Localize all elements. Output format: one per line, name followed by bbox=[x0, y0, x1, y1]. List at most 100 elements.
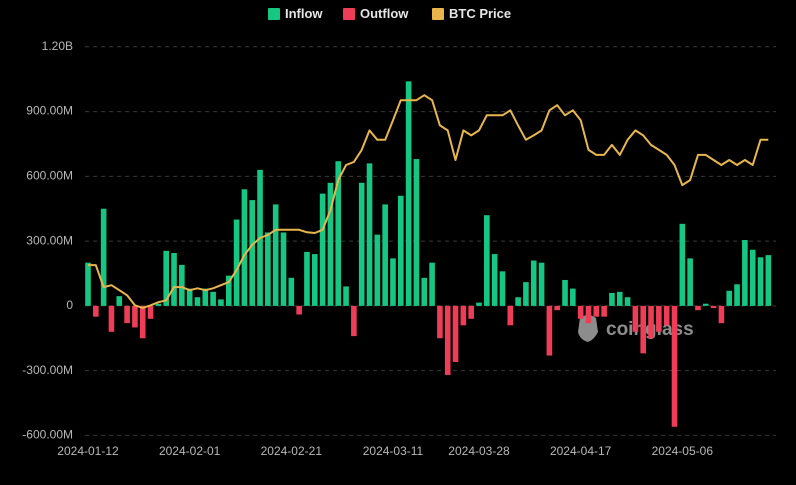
bar bbox=[695, 305, 701, 311]
bar bbox=[272, 204, 279, 306]
bar bbox=[601, 305, 607, 317]
bar bbox=[757, 257, 764, 306]
y-tick-label: -300.00M bbox=[22, 363, 73, 377]
bar bbox=[499, 271, 506, 306]
y-tick-label: 600.00M bbox=[26, 169, 73, 183]
bar bbox=[484, 215, 490, 306]
bar bbox=[491, 254, 498, 306]
bar bbox=[640, 305, 647, 354]
bar bbox=[538, 262, 545, 306]
bar bbox=[124, 305, 130, 324]
legend-label: Inflow bbox=[285, 6, 323, 21]
bar bbox=[93, 305, 99, 317]
bar bbox=[624, 297, 631, 306]
bar bbox=[374, 234, 381, 306]
x-tick-label: 2024-03-11 bbox=[363, 444, 424, 458]
legend-label: Outflow bbox=[360, 6, 409, 21]
bar bbox=[429, 262, 435, 306]
bar bbox=[585, 305, 592, 324]
bar bbox=[327, 182, 334, 306]
bar bbox=[726, 290, 733, 306]
bar bbox=[570, 288, 576, 306]
y-tick-label: 900.00M bbox=[26, 104, 73, 118]
legend-swatch bbox=[343, 8, 355, 20]
bar bbox=[343, 286, 349, 306]
bar bbox=[335, 161, 342, 306]
bar bbox=[648, 305, 654, 339]
watermark-icon bbox=[578, 315, 598, 342]
bar bbox=[194, 297, 201, 306]
bar bbox=[358, 182, 365, 306]
bar bbox=[233, 219, 240, 306]
price-line bbox=[88, 94, 769, 309]
bar bbox=[671, 305, 678, 427]
x-tick-label: 2024-04-17 bbox=[550, 444, 612, 458]
bar bbox=[179, 264, 185, 306]
bar bbox=[249, 200, 256, 306]
bar bbox=[632, 305, 639, 332]
bar bbox=[155, 303, 162, 306]
bar bbox=[530, 260, 537, 306]
bar bbox=[139, 305, 146, 339]
bar bbox=[679, 223, 686, 306]
bar bbox=[186, 288, 193, 306]
legend-swatch bbox=[432, 8, 444, 20]
bar bbox=[593, 305, 600, 317]
x-tick-label: 2024-03-28 bbox=[448, 444, 510, 458]
bar bbox=[444, 305, 451, 375]
bar bbox=[687, 258, 693, 306]
bar bbox=[405, 81, 412, 306]
bar bbox=[202, 288, 209, 306]
bar bbox=[702, 303, 709, 306]
bar bbox=[749, 249, 756, 306]
bar bbox=[437, 305, 443, 339]
y-tick-label: 300.00M bbox=[26, 233, 73, 247]
x-tick-label: 2024-05-06 bbox=[652, 444, 714, 458]
x-tick-label: 2024-02-01 bbox=[159, 444, 221, 458]
bar bbox=[163, 250, 169, 306]
bar bbox=[296, 305, 302, 315]
bar bbox=[523, 282, 529, 306]
bar bbox=[382, 204, 388, 306]
bar bbox=[311, 254, 318, 306]
bar bbox=[147, 305, 154, 319]
bar bbox=[616, 291, 623, 306]
bar bbox=[718, 305, 725, 324]
bar bbox=[280, 232, 287, 306]
bar bbox=[319, 193, 326, 306]
bar bbox=[452, 305, 459, 363]
bar bbox=[577, 305, 584, 319]
bar bbox=[656, 305, 662, 332]
bar bbox=[304, 251, 310, 306]
bar bbox=[390, 258, 396, 306]
bar bbox=[132, 305, 138, 328]
bar bbox=[241, 189, 248, 306]
bar bbox=[398, 195, 404, 306]
bar bbox=[710, 305, 717, 309]
y-tick-label: 0 bbox=[66, 298, 73, 312]
bar bbox=[210, 291, 216, 306]
bar bbox=[554, 305, 560, 311]
bar bbox=[562, 279, 568, 306]
x-tick-label: 2024-01-12 bbox=[57, 444, 119, 458]
bar bbox=[171, 252, 177, 306]
bar bbox=[421, 277, 428, 306]
bar bbox=[218, 299, 224, 306]
bar bbox=[366, 163, 373, 306]
bar bbox=[413, 159, 420, 306]
bar bbox=[460, 305, 467, 326]
bar bbox=[468, 305, 474, 319]
bar bbox=[765, 255, 772, 306]
legend-swatch bbox=[268, 8, 280, 20]
bar bbox=[742, 240, 748, 306]
bar bbox=[734, 284, 740, 306]
bar bbox=[225, 275, 232, 306]
bar bbox=[116, 296, 123, 306]
bar bbox=[100, 208, 107, 306]
bar bbox=[609, 292, 615, 306]
legend-label: BTC Price bbox=[449, 6, 511, 21]
bar bbox=[515, 297, 521, 306]
bar bbox=[265, 232, 271, 306]
